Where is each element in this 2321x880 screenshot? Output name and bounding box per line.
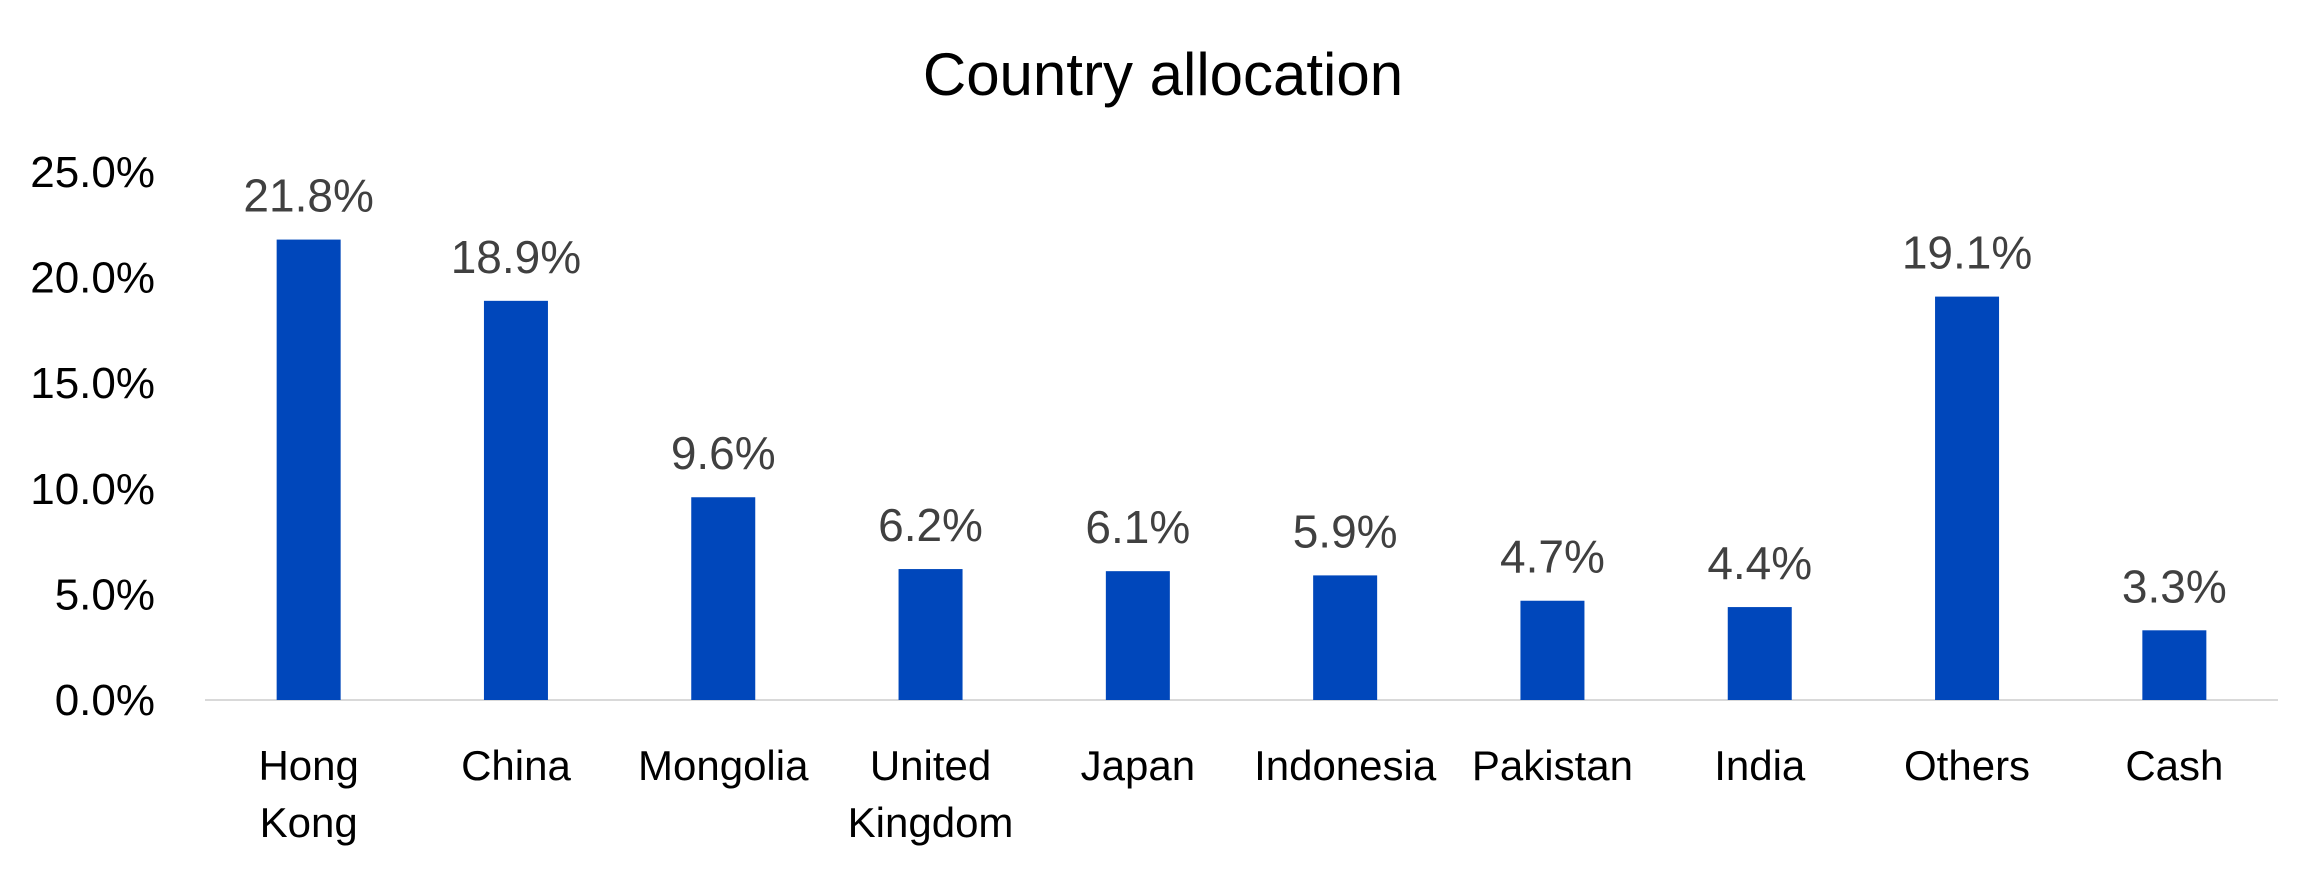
x-tick-label: India [1714,742,1806,789]
x-tick-label: Kong [260,799,358,846]
data-label: 4.7% [1500,531,1605,583]
x-tick-label: Pakistan [1472,742,1633,789]
data-label: 5.9% [1293,505,1398,557]
data-label: 19.1% [1902,227,2032,279]
data-label: 3.3% [2122,560,2227,612]
data-labels-group: 21.8% 18.9% 9.6% 6.2% 6.1% 5.9% 4.7% 4.4% 19.1% 3… [243,170,2226,613]
x-tick-label: Indonesia [1254,742,1437,789]
y-tick-label: 25.0% [30,148,155,197]
x-tick-label: China [461,742,571,789]
x-tick-label: Japan [1081,742,1195,789]
y-tick-label: 20.0% [30,254,155,303]
y-tick-label: 0.0% [55,676,155,725]
x-tick-label: Hong [258,742,358,789]
bar [483,300,548,700]
bar [898,569,963,700]
bars-group [276,239,2207,701]
bar [1727,607,1792,700]
data-label: 6.2% [878,499,983,551]
x-tick-label: Mongolia [638,742,809,789]
x-axis: Hong Kong China Mongolia United Kingdom Japan I… [258,742,2223,846]
data-label: 9.6% [671,427,776,479]
bar [691,497,756,700]
bar [1520,600,1585,700]
x-tick-label: Cash [2125,742,2223,789]
data-label: 4.4% [1707,537,1812,589]
bar [1313,575,1378,700]
y-tick-label: 15.0% [30,359,155,408]
bar [2142,630,2207,700]
chart-title: Country allocation [923,41,1403,108]
bar [276,239,341,701]
data-label: 6.1% [1085,501,1190,553]
data-label: 18.9% [451,231,581,283]
x-tick-label: Kingdom [848,799,1014,846]
x-tick-label: United [870,742,991,789]
y-tick-label: 10.0% [30,465,155,514]
data-label: 21.8% [243,170,373,222]
bar [1935,296,2000,700]
y-tick-label: 5.0% [55,570,155,619]
bar [1105,571,1170,700]
x-tick-label: Others [1904,742,2030,789]
y-axis: 0.0% 5.0% 10.0% 15.0% 20.0% 25.0% [30,148,155,725]
